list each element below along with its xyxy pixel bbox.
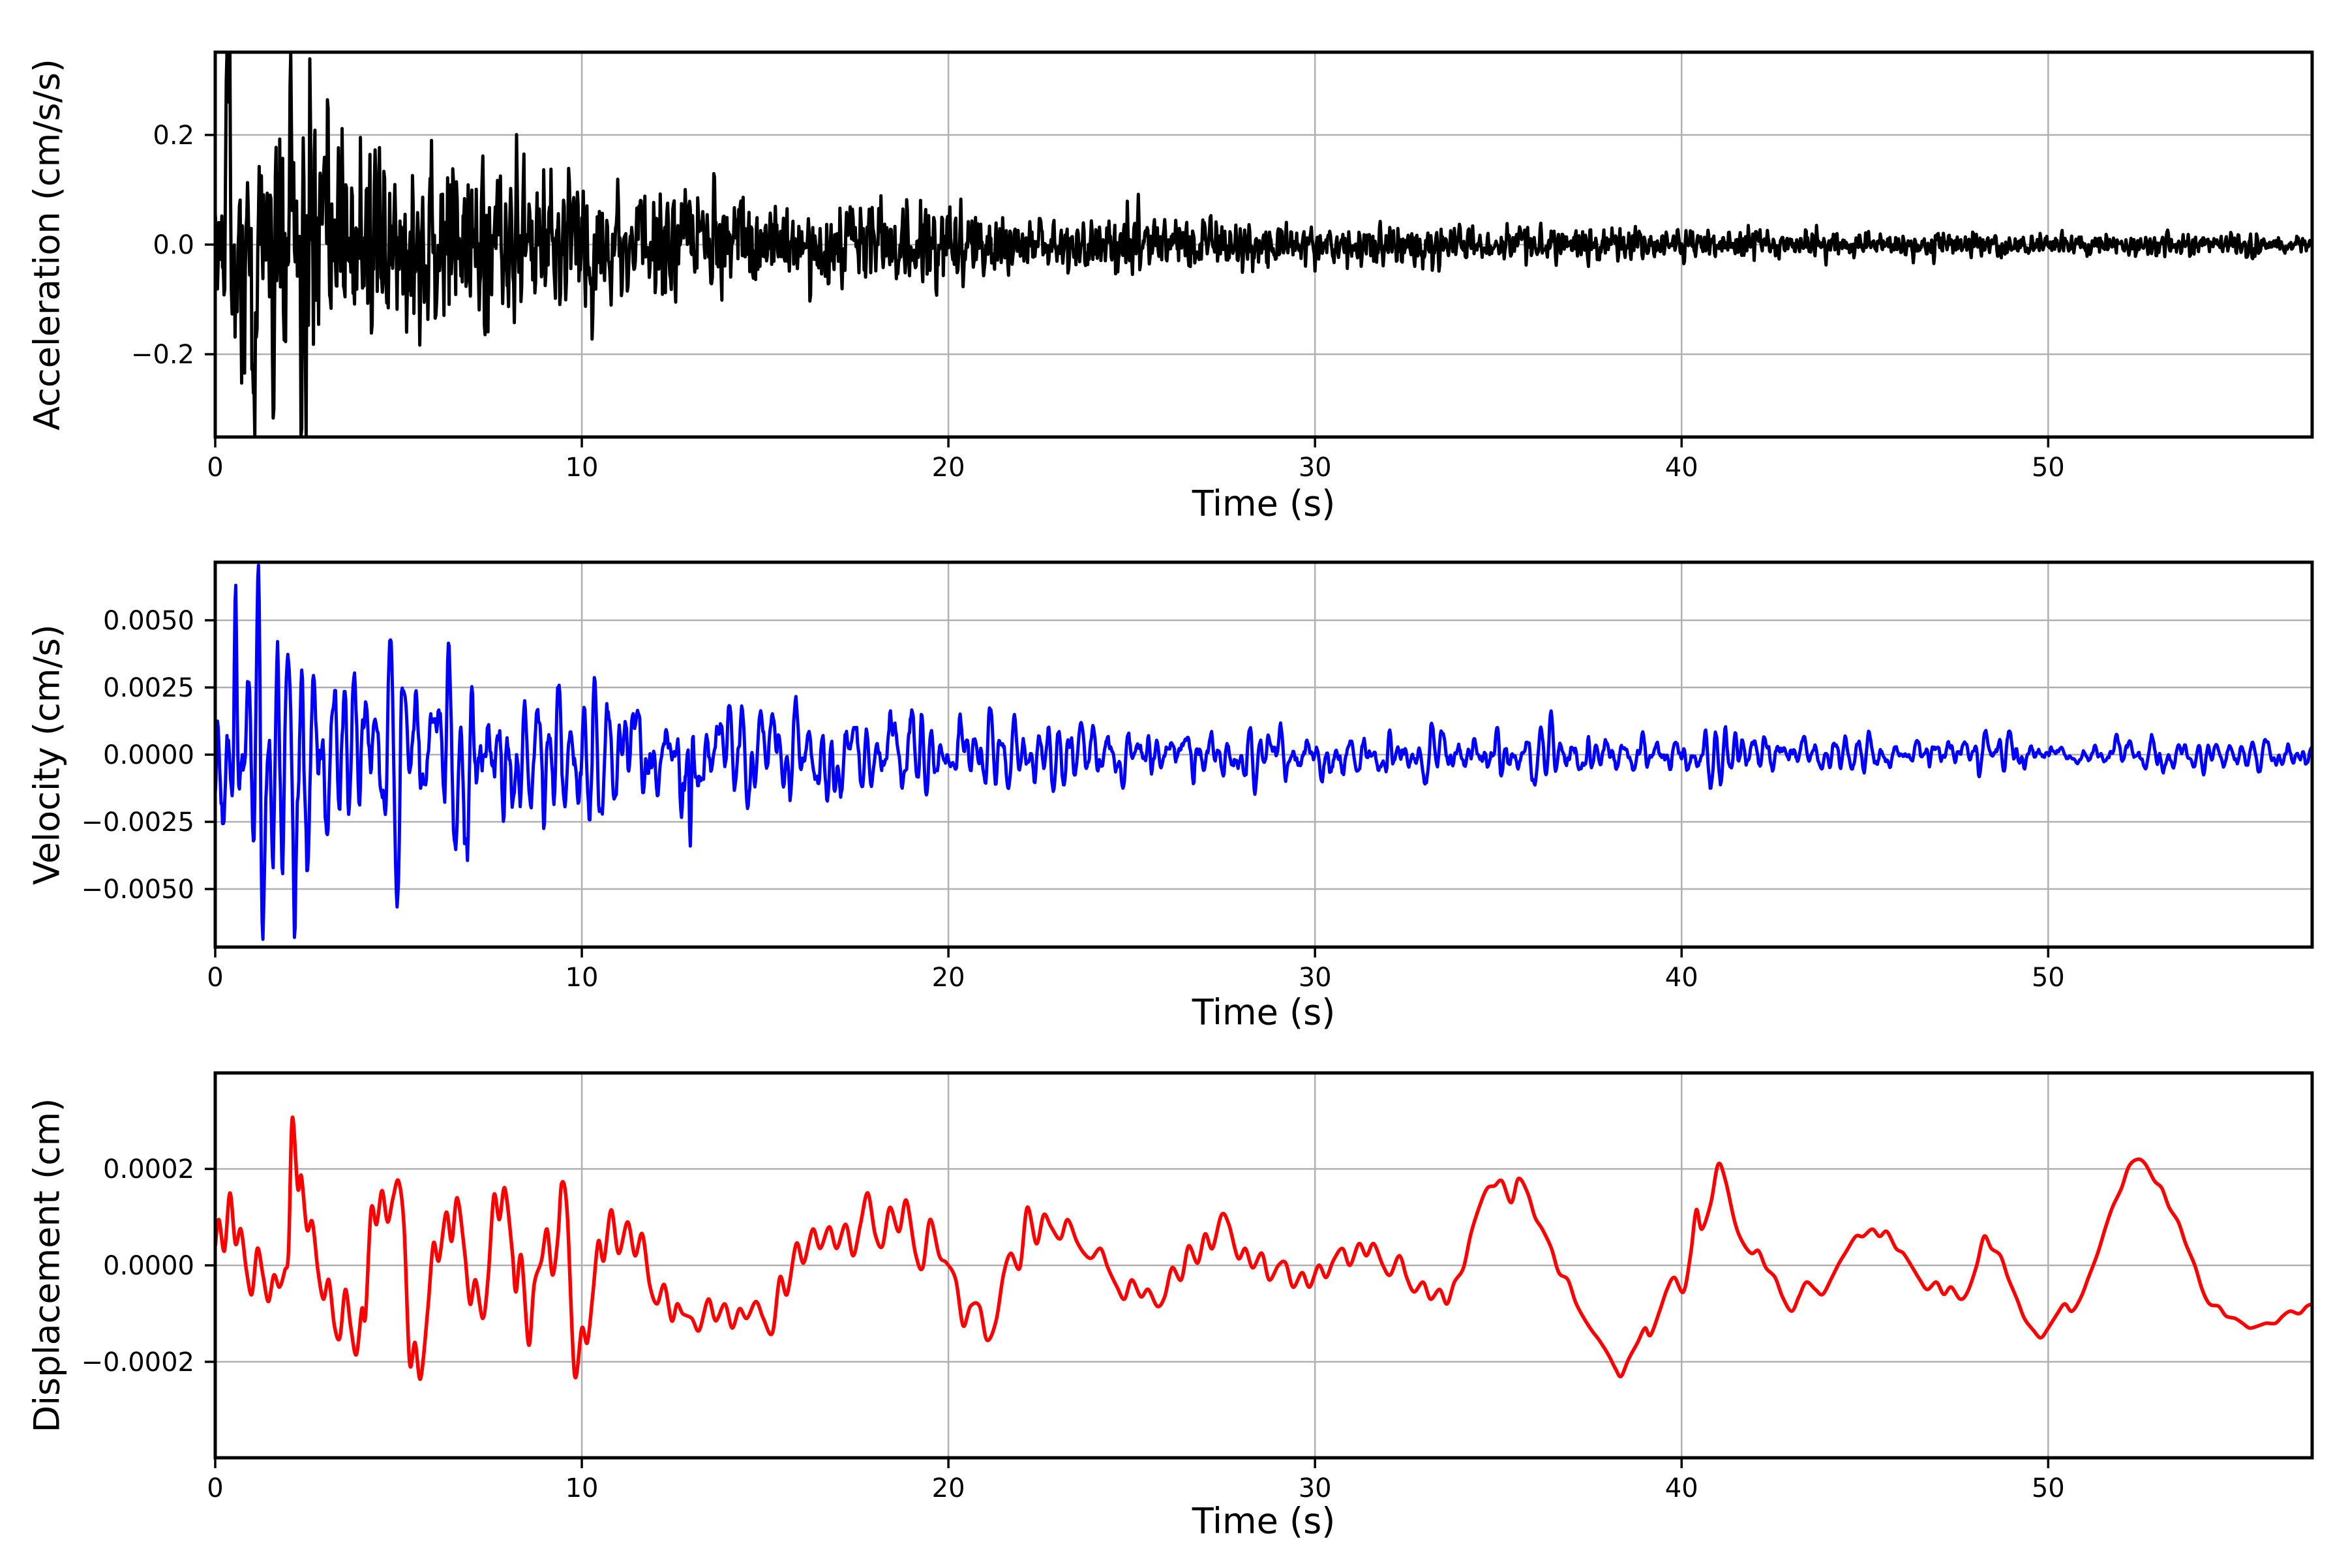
subplot-displacement: 0 10 20 30 40 50 0.0002 0.0000 −0.0002 (82, 1071, 2314, 1503)
xtick-label: 30 (1299, 1473, 1332, 1503)
ytick-label: −0.0050 (82, 875, 194, 905)
xtick-label: 0 (207, 453, 223, 483)
subplot-velocity: 0 10 20 30 40 50 0.0050 0.0025 0.0000 −0.0025 −0.0… (82, 560, 2314, 993)
xtick-label: 10 (565, 963, 599, 993)
ytick-label: −0.0025 (82, 807, 194, 837)
ytick-label: −0.0002 (82, 1348, 194, 1378)
tick-marks-displacement (205, 1168, 2050, 1468)
ytick-label: 0.0000 (103, 740, 194, 770)
tick-marks-velocity (205, 619, 2050, 957)
tick-labels-velocity: 0 10 20 30 40 50 0.0050 0.0025 0.0000 −0.0025 −0.0… (82, 606, 2065, 993)
xtick-label: 30 (1299, 453, 1332, 483)
ylabel-velocity: Velocity (cm/s) (26, 624, 68, 885)
xtick-label: 30 (1299, 963, 1332, 993)
ytick-label: 0.2 (153, 121, 194, 151)
trace-velocity (215, 564, 2312, 941)
xtick-label: 20 (932, 1473, 965, 1503)
xtick-label: 40 (1665, 453, 1698, 483)
xtick-label: 50 (2032, 453, 2065, 483)
ytick-label: 0.0002 (103, 1154, 194, 1184)
xtick-label: 0 (207, 1473, 223, 1503)
ytick-label: 0.0000 (103, 1251, 194, 1281)
ytick-label: 0.0050 (103, 606, 194, 636)
ytick-label: 0.0025 (103, 673, 194, 703)
trace-acceleration (215, 52, 2312, 437)
tick-labels-acceleration: 0 10 20 30 40 50 0.2 0.0 −0.2 (131, 121, 2065, 483)
tick-labels-displacement: 0 10 20 30 40 50 0.0002 0.0000 −0.0002 (82, 1154, 2065, 1503)
ytick-label: −0.2 (131, 340, 194, 370)
xlabel-time-displacement: Time (s) (1192, 1500, 1336, 1542)
xtick-label: 50 (2032, 1473, 2065, 1503)
xlabel-time-velocity: Time (s) (1192, 991, 1336, 1033)
xlabel-time-acceleration: Time (s) (1192, 483, 1336, 524)
xtick-label: 20 (932, 963, 965, 993)
trace-displacement (215, 1115, 2312, 1381)
tick-marks-acceleration (205, 134, 2050, 447)
ylabel-acceleration: Acceleration (cm/s/s) (26, 59, 68, 430)
xtick-label: 10 (565, 1473, 599, 1503)
subplot-acceleration: 0 10 20 30 40 50 0.2 0.0 −0.2 (131, 50, 2314, 483)
xtick-label: 10 (565, 453, 599, 483)
ytick-label: 0.0 (153, 230, 194, 260)
xtick-label: 40 (1665, 963, 1698, 993)
xtick-label: 0 (207, 963, 223, 993)
xtick-label: 50 (2032, 963, 2065, 993)
xtick-label: 20 (932, 453, 965, 483)
ylabel-displacement: Displacement (cm) (26, 1098, 68, 1433)
xtick-label: 40 (1665, 1473, 1698, 1503)
